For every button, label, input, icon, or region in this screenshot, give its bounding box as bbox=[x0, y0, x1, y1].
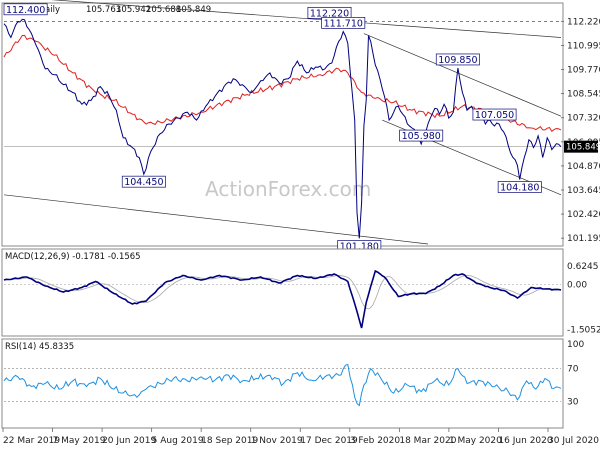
price-label-8: 101.180 bbox=[340, 241, 379, 252]
watermark: ActionForex.com bbox=[205, 177, 371, 201]
y-tick-label-8: 102.420 bbox=[567, 210, 600, 220]
x-tick-label-7: 3 Feb 2020 bbox=[350, 436, 401, 446]
price-label-box-7 bbox=[497, 181, 542, 193]
y-tick-label-2: 109.770 bbox=[567, 66, 600, 76]
main-panel-frame bbox=[1, 2, 564, 247]
x-tick-label-9: 1 May 2020 bbox=[449, 436, 502, 446]
y-tick-label-1: 110.995 bbox=[567, 41, 600, 51]
rsi-tick-label-1: 70 bbox=[567, 365, 579, 375]
rsi-panel: RSI(14) 45.8335 100 70 30 bbox=[1, 338, 584, 429]
x-tick-label-0: 22 Mar 2019 bbox=[3, 436, 60, 446]
ohlc-open: 105.763 bbox=[86, 5, 121, 15]
price-label-box-3 bbox=[435, 53, 480, 66]
x-tick-label-1: 7 May 2019 bbox=[53, 436, 106, 446]
ohlc-low: 105.688 bbox=[146, 5, 181, 15]
price-label-box-6 bbox=[121, 175, 166, 188]
x-tick-label-2: 20 Jun 2019 bbox=[102, 436, 156, 446]
macd-tick-label-2: -1.5052 bbox=[567, 326, 600, 336]
rsi-header: RSI(14) 45.8335 bbox=[5, 342, 74, 352]
current-price-label: 105.849 bbox=[566, 143, 600, 153]
main-panel: USDJPY,Daily 105.763 105.942 105.688 105… bbox=[1, 0, 600, 252]
macd-panel: MACD(12,26,9) -0.1781 -0.1565 0.6245 0.00… bbox=[1, 248, 600, 337]
macd-tick-label-1: 0.00 bbox=[567, 281, 587, 291]
current-price-tag: 105.849 bbox=[564, 140, 600, 153]
ohlc-high: 105.942 bbox=[116, 5, 151, 15]
y-tick-label-3: 108.545 bbox=[567, 90, 600, 100]
y-tick-label-7: 103.645 bbox=[567, 186, 600, 196]
macd-header: MACD(12,26,9) -0.1781 -0.1565 bbox=[5, 252, 141, 262]
macd-tick-label-0: 0.6245 bbox=[567, 262, 599, 272]
x-tick-label-10: 16 Jun 2020 bbox=[498, 436, 552, 446]
price-label-6: 104.450 bbox=[124, 177, 163, 188]
price-label-5: 105.980 bbox=[402, 131, 441, 142]
x-tick-label-11: 30 Jul 2020 bbox=[548, 436, 599, 446]
price-label-box-1 bbox=[3, 3, 48, 16]
y-tick-label-9: 101.195 bbox=[567, 234, 600, 244]
price-line bbox=[3, 18, 562, 239]
price-label-2: 111.710 bbox=[324, 18, 363, 29]
price-label-3: 109.850 bbox=[438, 55, 477, 66]
x-tick-label-4: 18 Sep 2019 bbox=[201, 436, 258, 446]
price-label-box-4 bbox=[472, 108, 517, 121]
macd-line bbox=[3, 269, 562, 329]
macd-panel-frame bbox=[1, 248, 564, 337]
price-label-box-2 bbox=[321, 17, 366, 29]
y-tick-label-6: 104.870 bbox=[567, 162, 600, 172]
price-label-4: 107.050 bbox=[475, 110, 514, 121]
price-label-box-5 bbox=[399, 129, 444, 142]
rsi-panel-frame bbox=[1, 338, 564, 429]
x-tick-label-6: 17 Dec 2019 bbox=[300, 436, 358, 446]
lower-trendline bbox=[3, 194, 429, 245]
x-tick-label-8: 18 Mar 2020 bbox=[399, 436, 456, 446]
y-tick-label-4: 107.320 bbox=[567, 114, 600, 124]
rsi-line bbox=[3, 363, 562, 407]
x-tick-label-3: 5 Aug 2019 bbox=[152, 436, 204, 446]
price-label-7: 104.180 bbox=[500, 182, 539, 193]
channel-upper-line bbox=[363, 33, 562, 117]
upper-trendline bbox=[50, 0, 562, 38]
price-label-0: 112.220 bbox=[310, 8, 349, 19]
price-label-1: 112.400 bbox=[6, 5, 45, 16]
rsi-tick-label-2: 30 bbox=[567, 397, 579, 407]
y-tick-label-0: 112.220 bbox=[567, 17, 600, 27]
rsi-tick-label-0: 100 bbox=[567, 340, 584, 350]
x-tick-label-5: 1 Nov 2019 bbox=[251, 436, 303, 446]
